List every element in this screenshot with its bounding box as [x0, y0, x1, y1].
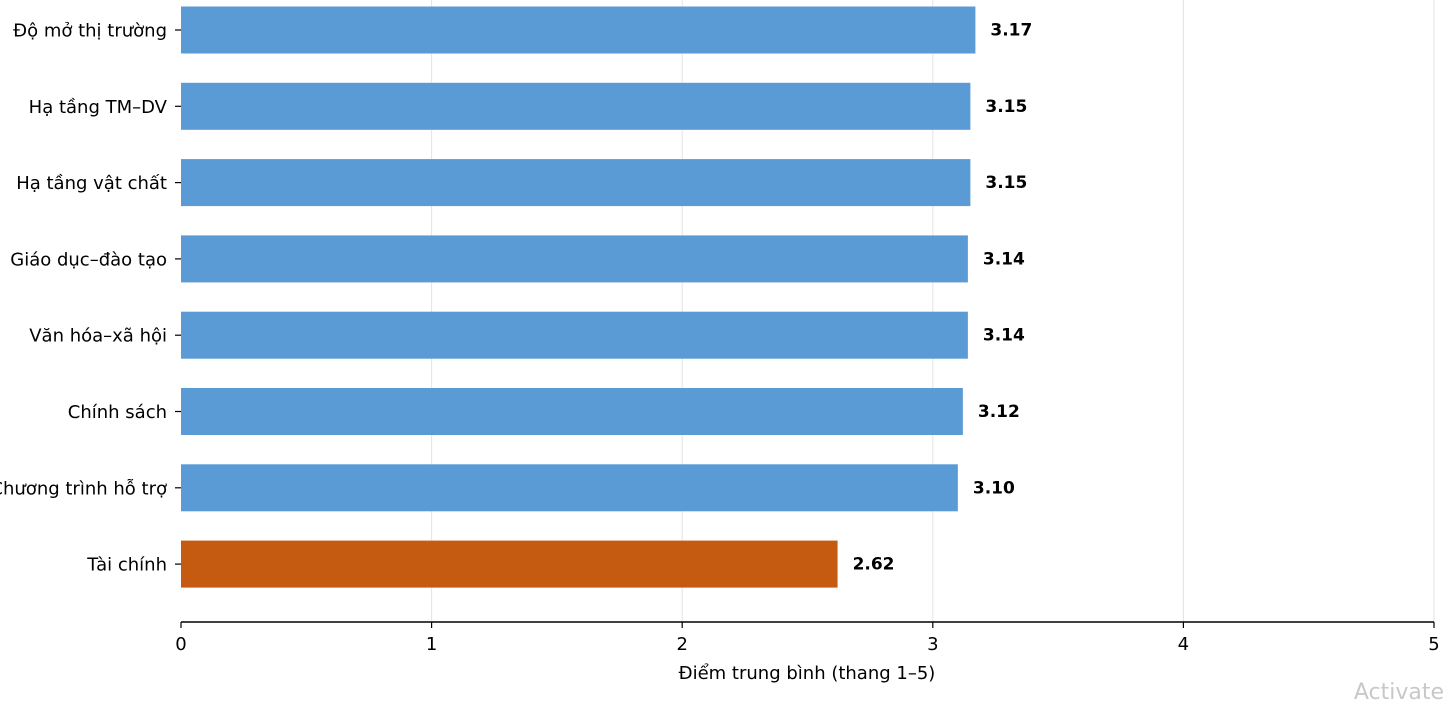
value-label: 3.17: [990, 21, 1032, 41]
activate-watermark: Activate: [1353, 680, 1444, 705]
category-label: Hạ tầng vật chất: [16, 173, 167, 194]
category-label: Văn hóa–xã hội: [29, 326, 167, 347]
bar: [181, 388, 963, 435]
value-label: 2.62: [853, 555, 895, 575]
x-tick-label: 5: [1428, 634, 1439, 655]
x-tick-label: 2: [676, 634, 687, 655]
bar: [181, 82, 971, 130]
value-label: 3.12: [978, 402, 1020, 422]
x-tick-label: 0: [175, 634, 186, 655]
x-axis-title: Điểm trung bình (thang 1–5): [679, 663, 936, 684]
x-tick-label: 4: [1178, 634, 1189, 655]
bar: [181, 159, 971, 207]
x-tick-label: 1: [426, 634, 437, 655]
bar: [181, 540, 838, 588]
axes: [175, 29, 1435, 628]
category-label: Giáo dục–đào tạo: [10, 249, 167, 270]
bars: [181, 6, 976, 588]
labels: 0 1 2 3 4 5 Độ mở thị trường 3.17 Hạ tầng TM–DV 3…: [0, 21, 1440, 656]
category-label: Chính sách: [68, 402, 167, 423]
category-label: Độ mở thị trường: [13, 21, 167, 42]
x-tick-label: 3: [927, 634, 938, 655]
bar: [181, 6, 976, 54]
value-label: 3.14: [983, 326, 1025, 346]
category-label: Hạ tầng TM–DV: [29, 97, 168, 118]
bar: [181, 235, 968, 283]
category-label: Tài chính: [86, 555, 167, 576]
value-label: 3.15: [985, 97, 1027, 117]
value-label: 3.14: [983, 249, 1025, 269]
value-label: 3.10: [973, 478, 1015, 498]
value-label: 3.15: [985, 173, 1027, 193]
bar: [181, 464, 958, 512]
category-label: Chương trình hỗ trợ: [0, 478, 167, 499]
bar: [181, 311, 968, 359]
